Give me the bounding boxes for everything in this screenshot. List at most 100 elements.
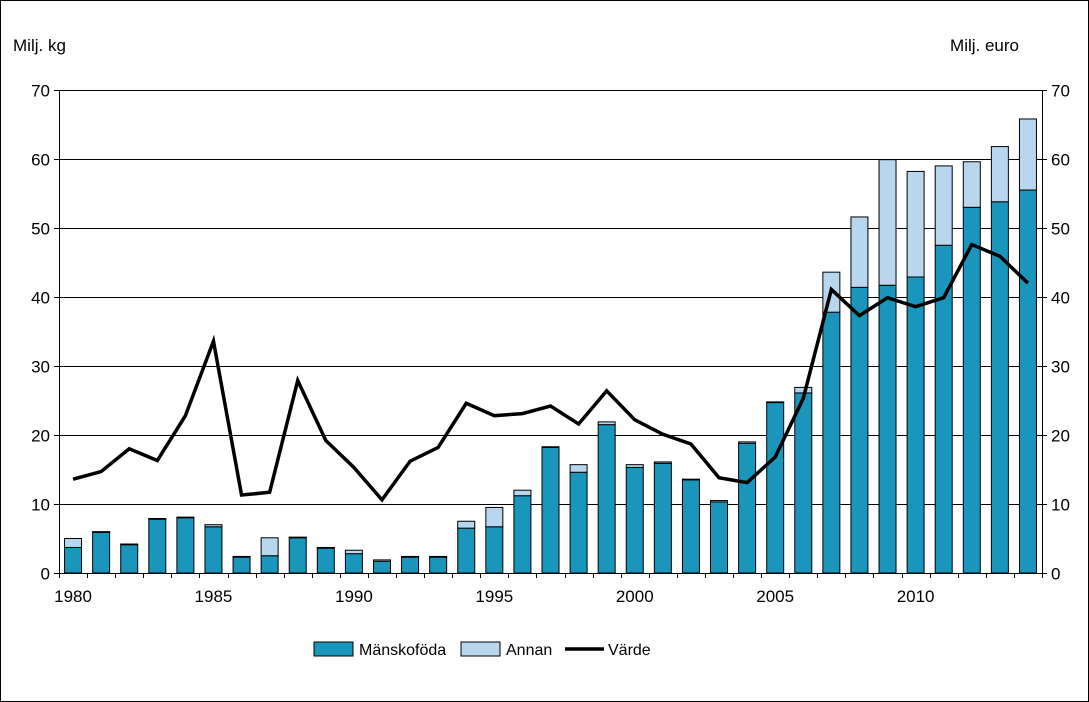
bar-manskofoda-1988 (288, 537, 307, 574)
bar-annan-2000 (625, 464, 644, 468)
bar-annan-1985 (204, 524, 223, 528)
x-tick-label: 2005 (756, 587, 794, 606)
bar-manskofoda-1985 (204, 526, 223, 574)
bar-annan-1980 (64, 538, 83, 548)
bar-manskofoda-1994 (457, 527, 476, 574)
bar-annan-1983 (148, 517, 167, 520)
bar-manskofoda-2000 (625, 466, 644, 574)
bar-annan-1993 (429, 555, 448, 558)
bar-manskofoda-2010 (906, 276, 925, 574)
bar-manskofoda-1989 (316, 547, 335, 574)
bars (64, 118, 1037, 574)
bar-annan-1997 (541, 446, 560, 448)
bar-annan-2012 (962, 161, 981, 208)
bar-annan-1989 (316, 546, 335, 549)
x-tick-label: 1985 (195, 587, 233, 606)
bar-manskofoda-1992 (401, 556, 420, 574)
y-left-label: Milj. kg (13, 36, 66, 55)
x-tick-label: 2000 (616, 587, 654, 606)
bar-manskofoda-2006 (794, 392, 813, 574)
y-right-tick-label: 50 (1051, 220, 1070, 239)
bar-manskofoda-2002 (681, 479, 700, 574)
y-left-tick-label: 40 (31, 289, 50, 308)
gridlines (59, 90, 1042, 505)
bar-manskofoda-1980 (64, 546, 83, 574)
x-tick-label: 2010 (897, 587, 935, 606)
bar-annan-1981 (92, 531, 111, 533)
bar-annan-2013 (990, 146, 1009, 203)
x-tick-label: 1990 (335, 587, 373, 606)
bar-manskofoda-1995 (485, 526, 504, 574)
axes (54, 90, 1047, 578)
bar-annan-2010 (906, 170, 925, 278)
y-right-tick-label: 40 (1051, 289, 1070, 308)
bar-annan-1996 (513, 489, 532, 497)
tick-labels: 0 0 10 10 20 20 30 30 40 40 50 50 60 60 70 70 1980 1985 19… (31, 82, 1070, 607)
bar-manskofoda-1991 (372, 560, 391, 574)
y-right-tick-label: 20 (1051, 427, 1070, 446)
bar-manskofoda-1990 (344, 553, 363, 574)
y-right-tick-label: 30 (1051, 358, 1070, 377)
bar-manskofoda-1983 (148, 518, 167, 574)
bar-annan-1999 (597, 421, 616, 426)
y-right-tick-label: 70 (1051, 82, 1070, 101)
bar-manskofoda-2001 (653, 462, 672, 574)
bar-annan-2005 (766, 401, 785, 404)
bar-annan-2014 (1018, 118, 1037, 191)
bar-manskofoda-1997 (541, 446, 560, 574)
bar-annan-1982 (120, 543, 139, 546)
legend: Mänskoföda Annan Värde (313, 641, 651, 659)
bar-annan-1994 (457, 520, 476, 529)
x-tick-label: 1980 (54, 587, 92, 606)
legend-label-varde: Värde (608, 642, 651, 659)
bar-manskofoda-1984 (176, 517, 195, 574)
y-right-label: Milj. euro (950, 36, 1019, 55)
bar-annan-1987 (260, 537, 279, 557)
bar-annan-1986 (232, 555, 251, 558)
line-varde (72, 242, 1030, 503)
bar-manskofoda-2008 (850, 286, 869, 574)
y-left-tick-label: 50 (31, 220, 50, 239)
bar-annan-1990 (344, 549, 363, 555)
bar-manskofoda-2005 (766, 402, 785, 574)
bar-annan-2003 (710, 500, 729, 503)
bar-manskofoda-1987 (260, 555, 279, 574)
bar-manskofoda-1996 (513, 495, 532, 574)
y-left-tick-label: 70 (31, 82, 50, 101)
bar-annan-2001 (653, 461, 672, 464)
bar-annan-1991 (372, 559, 391, 562)
legend-label-annan: Annan (506, 642, 552, 659)
bar-manskofoda-1986 (232, 556, 251, 574)
bar-manskofoda-1982 (120, 544, 139, 574)
bar-annan-2002 (681, 478, 700, 481)
bar-annan-2009 (878, 159, 897, 286)
bar-manskofoda-2009 (878, 284, 897, 574)
legend-label-manskofoda: Mänskoföda (359, 642, 446, 659)
x-tick-label: 1995 (475, 587, 513, 606)
bar-manskofoda-1981 (92, 531, 111, 574)
y-right-tick-label: 0 (1051, 565, 1060, 584)
bar-manskofoda-1993 (429, 556, 448, 574)
bar-manskofoda-2012 (962, 206, 981, 574)
y-left-tick-label: 60 (31, 151, 50, 170)
legend-swatch-annan (460, 641, 501, 657)
bar-annan-1984 (176, 516, 195, 519)
bar-annan-1988 (288, 536, 307, 539)
bar-annan-2004 (738, 441, 757, 444)
value-line (72, 242, 1030, 503)
bar-manskofoda-2014 (1018, 189, 1037, 574)
bar-manskofoda-2004 (738, 442, 757, 574)
bar-annan-1998 (569, 464, 588, 473)
bar-manskofoda-1998 (569, 471, 588, 574)
legend-swatch-manskofoda (313, 641, 354, 657)
y-left-tick-label: 30 (31, 358, 50, 377)
bar-annan-2008 (850, 216, 869, 288)
bar-annan-2011 (934, 165, 953, 246)
y-right-tick-label: 10 (1051, 496, 1070, 515)
y-right-tick-label: 60 (1051, 151, 1070, 170)
bar-annan-1995 (485, 506, 504, 528)
bar-annan-1992 (401, 555, 420, 558)
y-left-tick-label: 0 (41, 565, 50, 584)
bar-manskofoda-2003 (710, 501, 729, 574)
